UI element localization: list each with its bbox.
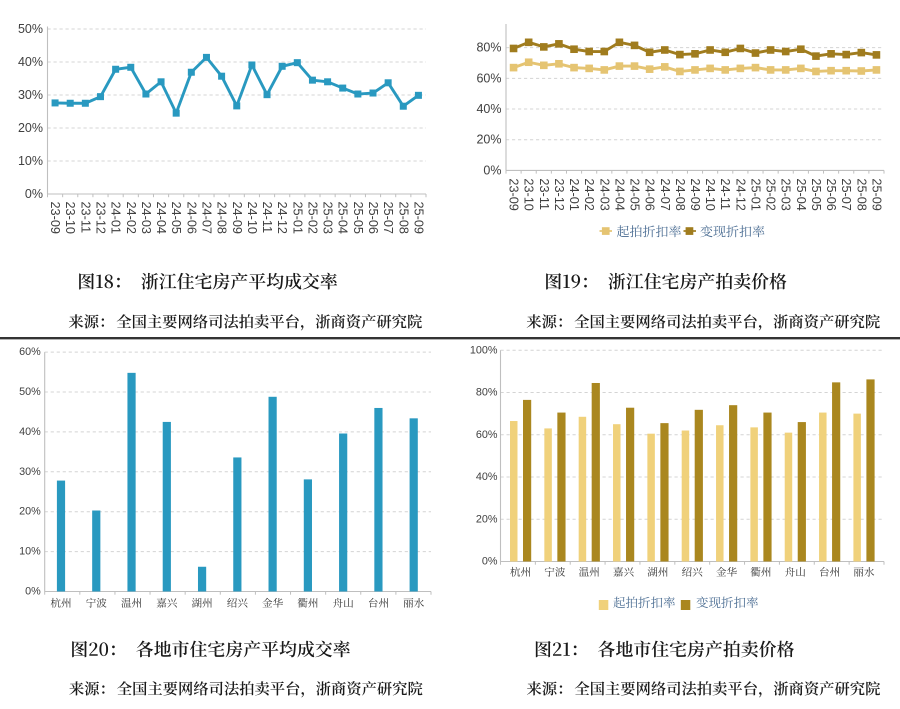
svg-text:0%: 0% [25,187,43,201]
svg-text:24-07: 24-07 [658,178,672,210]
svg-text:25-03: 25-03 [779,178,793,210]
svg-text:50%: 50% [18,22,43,36]
svg-text:0%: 0% [25,586,41,598]
svg-text:25-08: 25-08 [396,202,410,234]
svg-text:25-08: 25-08 [854,178,868,210]
svg-text:0%: 0% [482,556,498,568]
svg-text:24-05: 24-05 [169,202,183,234]
svg-text:10%: 10% [18,154,43,168]
svg-text:30%: 30% [19,466,41,478]
svg-text:24-12: 24-12 [275,202,289,234]
svg-text:10%: 10% [19,546,41,558]
svg-text:80%: 80% [476,387,498,399]
svg-text:24-01: 24-01 [567,178,581,210]
svg-text:24-08: 24-08 [673,178,687,210]
svg-text:24-11: 24-11 [718,178,732,210]
svg-text:25-04: 25-04 [336,202,350,234]
svg-text:24-05: 24-05 [628,178,642,210]
svg-text:24-11: 24-11 [260,202,274,234]
svg-text:23-09: 23-09 [507,178,521,210]
svg-text:40%: 40% [19,426,41,438]
svg-text:23-11: 23-11 [537,178,551,210]
svg-text:40%: 40% [18,55,43,69]
svg-text:0%: 0% [483,163,501,177]
svg-text:23-11: 23-11 [78,202,92,234]
svg-text:23-09: 23-09 [48,202,62,234]
svg-text:24-10: 24-10 [703,178,717,210]
svg-text:24-03: 24-03 [597,178,611,210]
svg-text:25-06: 25-06 [366,202,380,234]
svg-text:24-02: 24-02 [124,202,138,234]
svg-text:24-12: 24-12 [733,178,747,210]
svg-text:25-02: 25-02 [305,202,319,234]
svg-text:24-09: 24-09 [230,202,244,234]
svg-text:25-05: 25-05 [351,202,365,234]
svg-text:24-08: 24-08 [215,202,229,234]
svg-text:25-07: 25-07 [839,178,853,210]
svg-text:20%: 20% [476,133,501,147]
svg-text:24-02: 24-02 [582,178,596,210]
svg-text:25-01: 25-01 [748,178,762,210]
svg-text:25-04: 25-04 [794,178,808,210]
svg-text:100%: 100% [470,344,498,356]
svg-text:20%: 20% [476,513,498,525]
svg-text:25-06: 25-06 [824,178,838,210]
svg-text:40%: 40% [476,102,501,116]
svg-text:24-07: 24-07 [199,202,213,234]
svg-text:50%: 50% [19,386,41,398]
svg-text:23-10: 23-10 [522,178,536,210]
svg-text:24-01: 24-01 [109,202,123,234]
svg-text:25-09: 25-09 [411,202,425,234]
svg-text:30%: 30% [18,88,43,102]
svg-text:25-02: 25-02 [764,178,778,210]
svg-text:24-10: 24-10 [245,202,259,234]
svg-text:25-05: 25-05 [809,178,823,210]
svg-text:23-12: 23-12 [93,202,107,234]
svg-text:24-04: 24-04 [612,178,626,210]
svg-text:25-01: 25-01 [290,202,304,234]
svg-text:25-07: 25-07 [381,202,395,234]
svg-text:24-06: 24-06 [643,178,657,210]
svg-text:60%: 60% [476,429,498,441]
svg-text:20%: 20% [18,121,43,135]
svg-text:25-09: 25-09 [869,178,883,210]
svg-text:40%: 40% [476,471,498,483]
svg-text:23-12: 23-12 [552,178,566,210]
svg-text:60%: 60% [476,71,501,85]
svg-text:24-04: 24-04 [154,202,168,234]
svg-text:24-03: 24-03 [139,202,153,234]
svg-text:24-09: 24-09 [688,178,702,210]
svg-text:25-03: 25-03 [321,202,335,234]
svg-text:23-10: 23-10 [63,202,77,234]
svg-text:80%: 80% [476,41,501,55]
svg-text:20%: 20% [19,506,41,518]
svg-text:24-06: 24-06 [184,202,198,234]
svg-text:60%: 60% [19,346,41,358]
